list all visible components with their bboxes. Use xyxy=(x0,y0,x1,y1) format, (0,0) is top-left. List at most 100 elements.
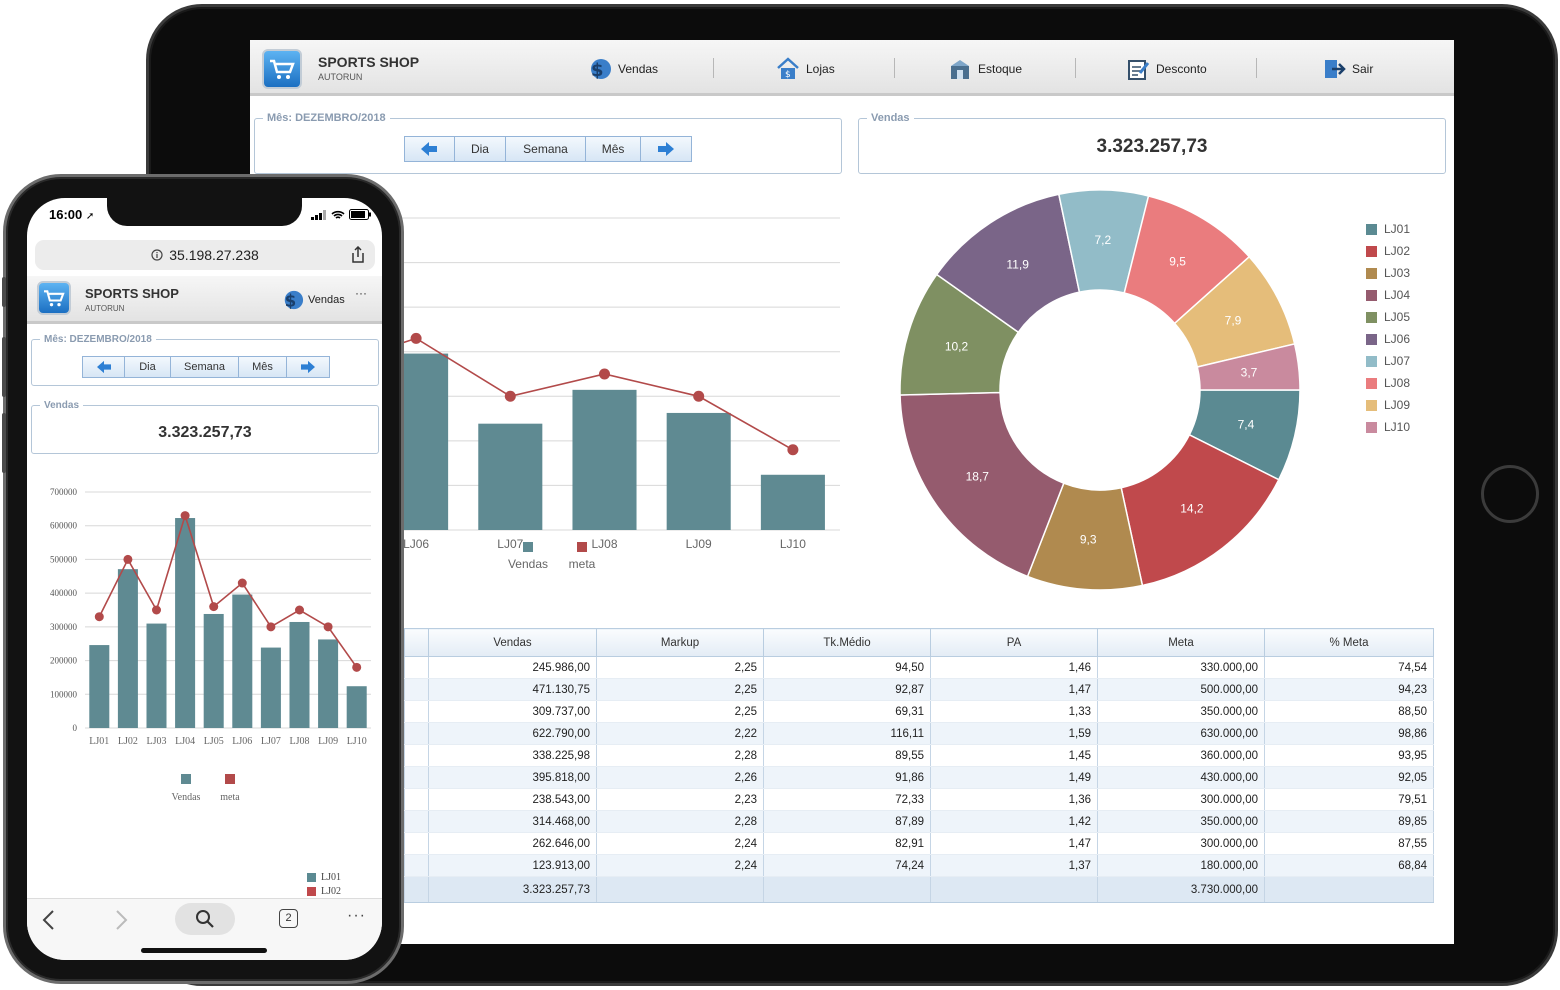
table-cell: 238.543,00 xyxy=(428,788,597,811)
legend-label: LJ10 xyxy=(1384,420,1411,434)
nav-estoque[interactable]: Estoque xyxy=(948,54,1022,84)
nav-lojas[interactable]: $ Lojas xyxy=(776,54,835,84)
next-period-button[interactable] xyxy=(641,137,691,161)
nav-label: Desconto xyxy=(1156,62,1207,76)
table-row[interactable]: 123.913,00 2,24 74,24 1,37 180.000,00 68,84 xyxy=(404,854,1434,877)
y-tick-label: 200000 xyxy=(50,656,78,666)
period-week-button[interactable]: Semana xyxy=(506,137,586,161)
nav-label: Estoque xyxy=(978,62,1023,76)
meta-point xyxy=(94,612,104,622)
period-month-button[interactable]: Mês xyxy=(239,357,287,377)
more-menu-button[interactable]: ··· xyxy=(355,286,367,300)
table-header-cell[interactable]: Tk.Médio xyxy=(763,628,931,657)
nav-sair[interactable]: Sair xyxy=(1322,54,1373,84)
legend-swatch xyxy=(1366,355,1377,367)
nav-vendas[interactable]: $ Vendas xyxy=(281,285,345,315)
tabs-button[interactable]: 2 xyxy=(279,909,298,928)
next-period-button[interactable] xyxy=(287,357,329,377)
x-tick-label: LJ06 xyxy=(232,736,252,747)
table-row[interactable]: 245.986,00 2,25 94,50 1,46 330.000,00 74,54 xyxy=(404,656,1434,679)
tablet-screen: SPORTS SHOP AUTORUN $ Vendas $ Lojas xyxy=(250,40,1454,944)
browser-url-bar[interactable]: 35.198.27.238 xyxy=(35,240,375,270)
period-month-button[interactable]: Mês xyxy=(586,137,642,161)
legend-label-vendas: Vendas xyxy=(172,792,201,803)
table-cell: 2,25 xyxy=(596,656,764,679)
legend-item-lj08[interactable]: LJ08 xyxy=(1366,372,1410,394)
donut-slice-lj02 xyxy=(1120,433,1280,587)
nav-label: Vendas xyxy=(308,294,345,306)
bar-lj05 xyxy=(203,613,224,728)
wifi-icon xyxy=(331,210,345,219)
table-cell: 2,22 xyxy=(596,722,764,745)
status-time-text: 16:00 xyxy=(49,207,83,222)
table-cell: 87,55 xyxy=(1264,832,1434,855)
app-header: SPORTS SHOP AUTORUN $ Vendas $ Lojas xyxy=(250,40,1454,96)
legend-label: LJ02 xyxy=(321,885,341,897)
table-cell: 88,50 xyxy=(1264,700,1434,723)
donut-slice-lj04 xyxy=(899,391,1065,578)
table-row[interactable]: 238.543,00 2,23 72,33 1,36 300.000,00 79,51 xyxy=(404,788,1434,811)
table-header-cell[interactable]: Vendas xyxy=(428,628,597,657)
table-header-cell[interactable]: PA xyxy=(930,628,1098,657)
table-header-cell[interactable]: Meta xyxy=(1097,628,1265,657)
legend-item-lj02[interactable]: LJ02 xyxy=(1366,240,1410,262)
meta-point xyxy=(787,444,799,456)
donut-value-label: 7,9 xyxy=(1225,314,1242,328)
x-tick-label: LJ06 xyxy=(403,537,429,551)
more-options-button[interactable]: ··· xyxy=(347,907,366,924)
table-total-cell: 3.730.000,00 xyxy=(1097,876,1265,903)
legend-item-lj04[interactable]: LJ04 xyxy=(1366,284,1410,306)
table-row[interactable]: 262.646,00 2,24 82,91 1,47 300.000,00 87,55 xyxy=(404,832,1434,855)
bar-lj01 xyxy=(89,645,110,728)
y-tick-label: 100000 xyxy=(50,689,78,699)
cart-logo-icon[interactable] xyxy=(262,49,302,89)
table-row[interactable]: 395.818,00 2,26 91,86 1,49 430.000,00 92,05 xyxy=(404,766,1434,789)
tablet-home-button[interactable] xyxy=(1481,465,1539,523)
table-row[interactable]: 338.225,98 2,28 89,55 1,45 360.000,00 93,95 xyxy=(404,744,1434,767)
table-row[interactable]: 309.737,00 2,25 69,31 1,33 350.000,00 88,50 xyxy=(404,700,1434,723)
legend-item-lj05[interactable]: LJ05 xyxy=(1366,306,1410,328)
legend-swatch-meta xyxy=(577,542,587,552)
legend-swatch xyxy=(1366,311,1377,323)
table-row[interactable]: 471.130,75 2,25 92,87 1,47 500.000,00 94,23 xyxy=(404,678,1434,701)
legend-label: LJ08 xyxy=(1384,376,1411,390)
legend-item-lj09[interactable]: LJ09 xyxy=(1366,394,1410,416)
table-row[interactable]: 622.790,00 2,22 116,11 1,59 630.000,00 98,86 xyxy=(404,722,1434,745)
legend-item: LJ01 xyxy=(307,870,341,884)
legend-item-lj01[interactable]: LJ01 xyxy=(1366,218,1410,240)
nav-desconto[interactable]: Desconto xyxy=(1126,54,1207,84)
period-day-button[interactable]: Dia xyxy=(455,137,507,161)
period-day-button[interactable]: Dia xyxy=(125,357,171,377)
donut-value-label: 7,2 xyxy=(1094,233,1111,247)
table-header-cell[interactable] xyxy=(404,628,429,657)
nav-vendas[interactable]: $ Vendas xyxy=(588,54,658,84)
status-icons xyxy=(311,209,371,220)
table-total-cell xyxy=(1264,876,1434,903)
donut-value-label: 14,2 xyxy=(1180,502,1204,516)
legend-item-lj07[interactable]: LJ07 xyxy=(1366,350,1410,372)
share-icon[interactable] xyxy=(350,246,366,264)
search-button[interactable] xyxy=(175,903,235,935)
legend-item-lj06[interactable]: LJ06 xyxy=(1366,328,1410,350)
table-cell: 1,59 xyxy=(930,722,1098,745)
prev-period-button[interactable] xyxy=(83,357,125,377)
back-icon[interactable] xyxy=(41,909,57,931)
brand-subtitle: AUTORUN xyxy=(318,72,363,82)
meta-line xyxy=(98,512,358,668)
legend-item-lj03[interactable]: LJ03 xyxy=(1366,262,1410,284)
period-week-button[interactable]: Semana xyxy=(171,357,239,377)
legend-item-lj10[interactable]: LJ10 xyxy=(1366,416,1410,438)
prev-period-button[interactable] xyxy=(405,137,455,161)
cart-logo-icon[interactable] xyxy=(37,281,71,315)
forward-icon[interactable] xyxy=(113,909,129,931)
table-cell: 350.000,00 xyxy=(1097,810,1265,833)
table-header-cell[interactable]: Markup xyxy=(596,628,764,657)
table-row[interactable]: 314.468,00 2,28 87,89 1,42 350.000,00 89,85 xyxy=(404,810,1434,833)
meta-point xyxy=(323,622,333,632)
table-cell: 74,54 xyxy=(1264,656,1434,679)
table-header-cell[interactable]: % Meta xyxy=(1264,628,1434,657)
legend-swatch xyxy=(1366,289,1377,301)
legend-swatch xyxy=(1366,245,1377,257)
legend-label: LJ02 xyxy=(1384,244,1411,258)
table-cell xyxy=(404,656,429,679)
